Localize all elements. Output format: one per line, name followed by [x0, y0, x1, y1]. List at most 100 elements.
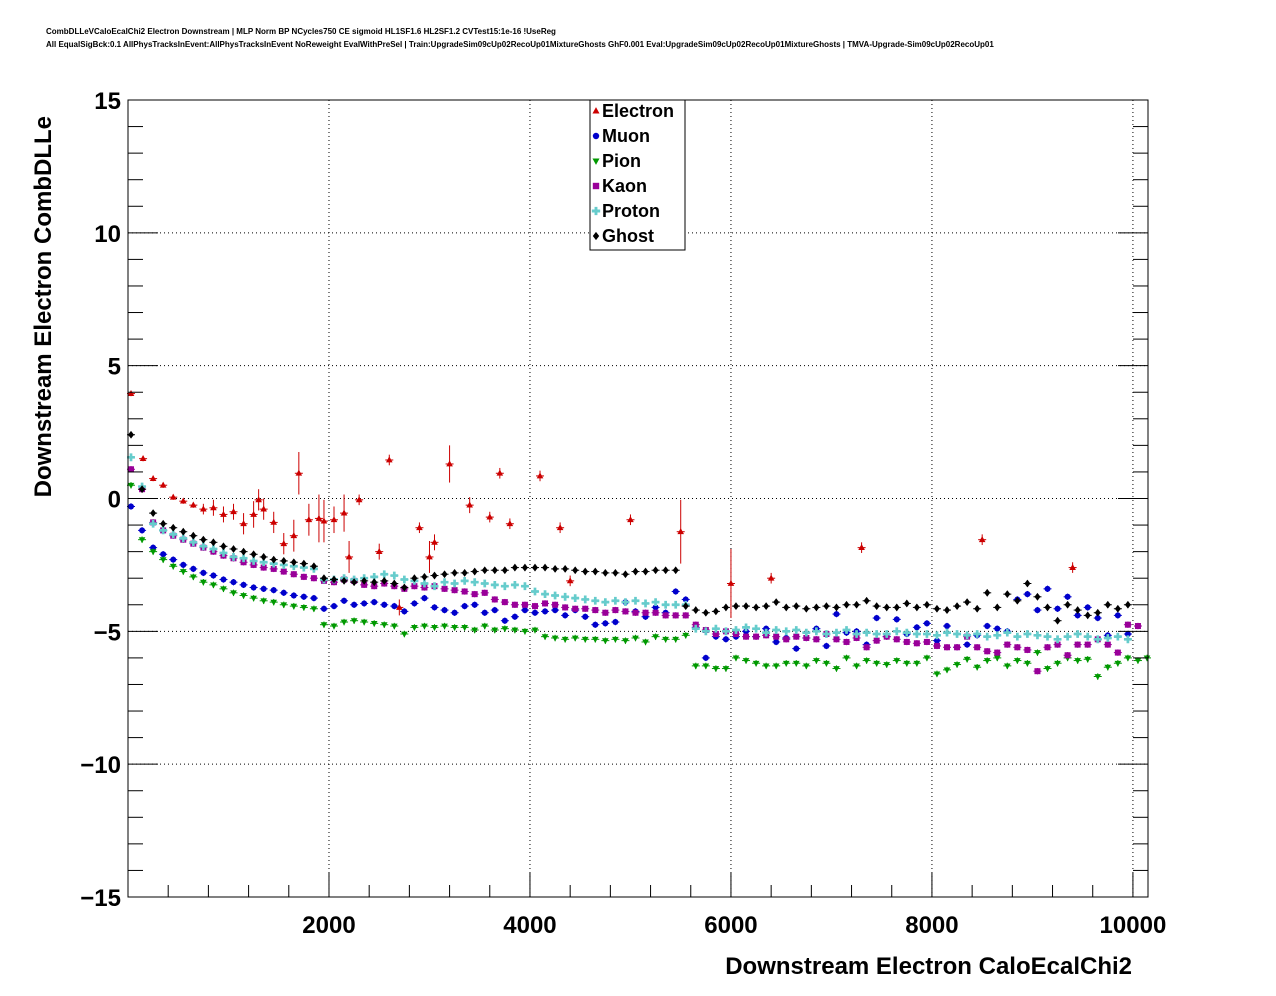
data-point	[290, 592, 297, 599]
data-point	[200, 569, 207, 576]
data-point	[320, 517, 328, 524]
data-point	[652, 634, 659, 641]
data-point	[691, 624, 700, 633]
data-point	[973, 630, 982, 638]
data-point	[813, 603, 820, 612]
data-point	[552, 601, 559, 608]
data-point	[1094, 608, 1101, 617]
data-point	[531, 609, 538, 616]
data-point	[652, 609, 659, 616]
data-point	[732, 602, 739, 610]
data-point	[913, 624, 920, 631]
data-point	[993, 655, 1001, 662]
data-point	[773, 598, 780, 607]
data-point	[127, 482, 135, 489]
data-point	[612, 636, 619, 643]
data-point	[863, 658, 870, 665]
tick-labels: 2000 4000 6000 8000 10000 15 10 5 0 −5 −10 −15	[80, 88, 1166, 939]
data-point	[1083, 632, 1092, 641]
data-point	[612, 568, 619, 577]
data-point	[305, 516, 313, 523]
data-point	[863, 644, 870, 651]
data-point	[933, 642, 940, 649]
legend-item: Proton	[591, 201, 660, 221]
data-point	[601, 598, 610, 607]
data-point	[179, 534, 188, 543]
data-point	[782, 660, 790, 667]
legend-label: Ghost	[602, 226, 654, 246]
data-point	[401, 583, 408, 592]
data-point	[672, 566, 679, 575]
data-point	[943, 628, 951, 637]
data-point	[330, 516, 338, 523]
data-point	[230, 545, 237, 553]
data-point	[300, 593, 307, 600]
data-point	[451, 624, 458, 631]
data-point	[149, 474, 157, 481]
data-point	[562, 565, 569, 573]
data-point	[521, 582, 529, 591]
series-pion	[127, 482, 1151, 681]
data-point	[767, 574, 775, 581]
data-point	[1064, 600, 1071, 609]
data-point	[923, 600, 930, 609]
data-point	[531, 603, 538, 610]
data-point	[541, 634, 549, 641]
data-point	[843, 655, 850, 662]
data-point	[602, 638, 609, 645]
data-point	[421, 584, 428, 591]
data-point	[371, 583, 378, 590]
data-point	[240, 520, 247, 527]
data-point	[1063, 632, 1072, 641]
y-tick-label: 5	[108, 354, 121, 381]
data-point	[803, 663, 810, 670]
data-point	[270, 518, 278, 525]
data-point	[159, 526, 168, 535]
data-point	[260, 564, 267, 571]
data-point	[521, 607, 528, 614]
legend-marker	[592, 132, 600, 140]
data-point	[220, 542, 227, 551]
data-point	[1004, 663, 1011, 670]
data-point	[552, 565, 559, 573]
data-point	[552, 607, 559, 614]
data-point	[400, 575, 409, 584]
data-point	[1093, 635, 1102, 644]
data-point	[531, 587, 539, 596]
data-point	[978, 536, 986, 543]
data-point	[773, 633, 780, 640]
data-point	[1044, 603, 1051, 612]
data-point	[753, 603, 760, 612]
data-point	[521, 563, 528, 572]
data-point	[591, 596, 600, 605]
data-point	[139, 485, 146, 494]
data-point	[249, 557, 258, 565]
data-point	[762, 628, 771, 637]
data-point	[279, 561, 288, 569]
x-tick-label: 6000	[704, 912, 757, 939]
data-point	[833, 603, 840, 612]
data-point	[450, 579, 459, 588]
data-point	[341, 597, 348, 604]
data-point	[803, 604, 810, 613]
data-point	[943, 667, 951, 674]
data-point	[330, 623, 338, 630]
data-point	[361, 600, 368, 607]
data-point	[602, 620, 609, 627]
data-point	[722, 603, 729, 612]
data-point	[762, 663, 770, 670]
data-point	[542, 563, 549, 572]
data-point	[280, 540, 288, 547]
y-tick-label: 0	[108, 487, 121, 514]
x-tick-label: 2000	[302, 912, 355, 939]
data-point	[138, 537, 146, 544]
data-point	[591, 636, 599, 643]
data-point	[1034, 650, 1041, 657]
data-point	[501, 617, 508, 624]
data-point	[250, 561, 257, 568]
data-point	[743, 602, 750, 610]
data-point	[582, 605, 589, 612]
data-point	[727, 579, 735, 586]
data-point	[722, 666, 730, 673]
